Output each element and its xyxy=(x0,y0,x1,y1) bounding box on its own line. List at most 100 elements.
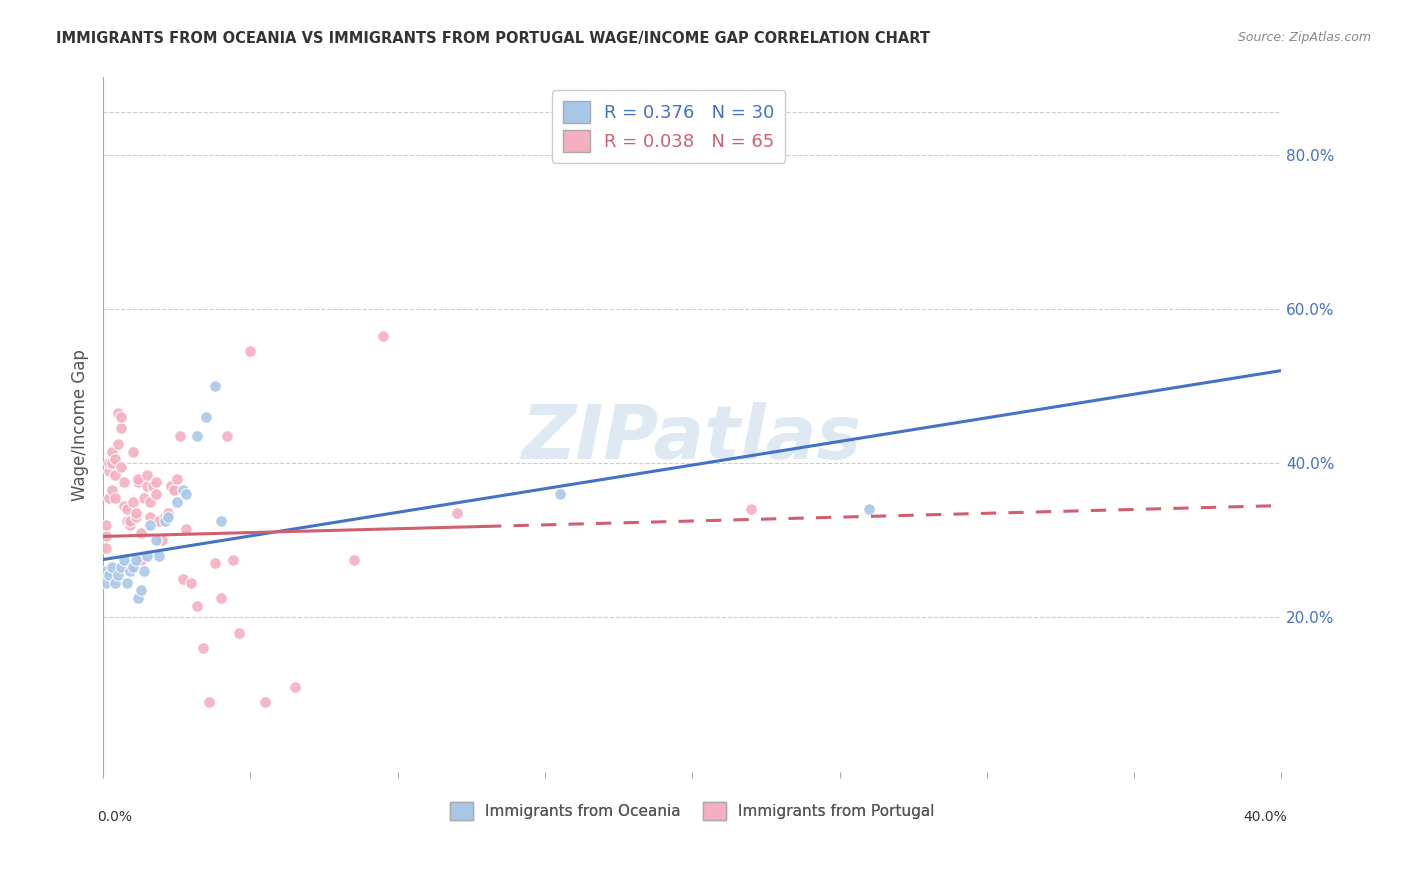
Point xyxy=(136,549,159,563)
Legend: Immigrants from Oceania, Immigrants from Portugal: Immigrants from Oceania, Immigrants from… xyxy=(443,796,941,827)
Point xyxy=(174,522,197,536)
Point xyxy=(204,557,226,571)
Point xyxy=(163,483,186,497)
Point xyxy=(145,487,167,501)
Point xyxy=(145,533,167,548)
Point xyxy=(284,680,307,694)
Point xyxy=(112,552,135,566)
Point xyxy=(110,460,132,475)
Text: IMMIGRANTS FROM OCEANIA VS IMMIGRANTS FROM PORTUGAL WAGE/INCOME GAP CORRELATION : IMMIGRANTS FROM OCEANIA VS IMMIGRANTS FR… xyxy=(56,31,931,46)
Point xyxy=(180,575,202,590)
Point xyxy=(858,502,880,516)
Point xyxy=(186,429,208,443)
Point xyxy=(101,483,124,497)
Point xyxy=(193,641,215,656)
Point xyxy=(131,552,153,566)
Y-axis label: Wage/Income Gap: Wage/Income Gap xyxy=(72,349,89,500)
Point xyxy=(131,525,153,540)
Point xyxy=(195,409,218,424)
Point xyxy=(127,591,149,606)
Point xyxy=(186,599,208,613)
Point xyxy=(94,541,117,555)
Point xyxy=(134,491,156,505)
Point xyxy=(94,575,117,590)
Point xyxy=(127,475,149,490)
Point xyxy=(118,517,141,532)
Point xyxy=(124,510,146,524)
Point xyxy=(198,695,221,709)
Point xyxy=(139,494,162,508)
Point xyxy=(101,456,124,470)
Point xyxy=(166,494,188,508)
Point xyxy=(156,510,179,524)
Point xyxy=(148,514,170,528)
Point xyxy=(94,517,117,532)
Point xyxy=(101,560,124,574)
Point xyxy=(172,572,194,586)
Point xyxy=(98,456,121,470)
Point xyxy=(740,502,762,516)
Point xyxy=(139,517,162,532)
Point xyxy=(115,514,138,528)
Point xyxy=(118,564,141,578)
Point xyxy=(121,560,143,574)
Point xyxy=(121,444,143,458)
Point xyxy=(136,467,159,482)
Text: 40.0%: 40.0% xyxy=(1243,810,1288,824)
Point xyxy=(153,514,176,528)
Point xyxy=(124,552,146,566)
Point xyxy=(342,552,364,566)
Point xyxy=(254,695,277,709)
Point xyxy=(153,510,176,524)
Point xyxy=(112,475,135,490)
Point xyxy=(107,406,129,420)
Point xyxy=(94,564,117,578)
Point xyxy=(101,444,124,458)
Point xyxy=(548,487,571,501)
Point xyxy=(209,514,232,528)
Point xyxy=(98,568,121,582)
Point xyxy=(107,437,129,451)
Point xyxy=(371,329,394,343)
Point xyxy=(98,464,121,478)
Point xyxy=(139,510,162,524)
Point xyxy=(115,502,138,516)
Point xyxy=(222,552,245,566)
Point xyxy=(110,421,132,435)
Text: 0.0%: 0.0% xyxy=(97,810,132,824)
Point xyxy=(134,564,156,578)
Point xyxy=(150,533,173,548)
Point xyxy=(98,491,121,505)
Point xyxy=(104,491,127,505)
Point xyxy=(215,429,238,443)
Point xyxy=(104,467,127,482)
Point xyxy=(112,499,135,513)
Point xyxy=(142,479,165,493)
Point xyxy=(446,506,468,520)
Point xyxy=(148,549,170,563)
Point xyxy=(172,483,194,497)
Point xyxy=(110,560,132,574)
Point xyxy=(228,625,250,640)
Point xyxy=(118,514,141,528)
Point xyxy=(174,487,197,501)
Point xyxy=(104,452,127,467)
Point xyxy=(131,583,153,598)
Point xyxy=(239,344,262,359)
Point xyxy=(94,529,117,543)
Point xyxy=(209,591,232,606)
Point xyxy=(124,506,146,520)
Point xyxy=(169,429,191,443)
Text: Source: ZipAtlas.com: Source: ZipAtlas.com xyxy=(1237,31,1371,45)
Point xyxy=(204,379,226,393)
Point xyxy=(110,409,132,424)
Point xyxy=(104,575,127,590)
Point xyxy=(156,506,179,520)
Text: ZIPatlas: ZIPatlas xyxy=(522,402,862,475)
Point xyxy=(107,568,129,582)
Point xyxy=(127,472,149,486)
Point xyxy=(145,475,167,490)
Point xyxy=(166,472,188,486)
Point xyxy=(160,479,183,493)
Point xyxy=(136,479,159,493)
